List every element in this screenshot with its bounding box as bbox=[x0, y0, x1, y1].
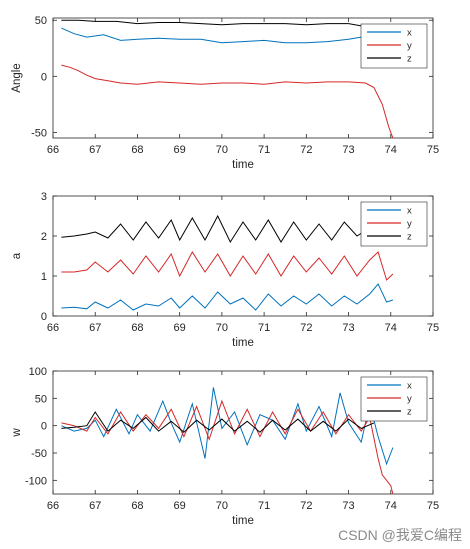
y-axis-label: a bbox=[11, 252, 23, 259]
legend-label-x: x bbox=[407, 381, 412, 392]
legend: xyz bbox=[360, 23, 428, 69]
x-tick-label: 70 bbox=[216, 500, 228, 512]
legend-label-z: z bbox=[407, 54, 412, 65]
legend-box bbox=[360, 201, 428, 247]
x-tick-label: 67 bbox=[89, 322, 101, 334]
legend-label-x: x bbox=[407, 28, 412, 39]
x-tick-label: 67 bbox=[89, 144, 101, 156]
subplot-2: 66 67 68 69 70 71 72 73 74 75 0 1 2 3 time a xyz bbox=[11, 191, 439, 349]
legend-label-y: y bbox=[407, 394, 412, 405]
y-axis-label: w bbox=[11, 428, 23, 438]
x-tick-label: 68 bbox=[131, 144, 143, 156]
x-tick-label: 73 bbox=[342, 322, 354, 334]
x-tick-label: 75 bbox=[427, 500, 439, 512]
x-tick-label: 73 bbox=[342, 144, 354, 156]
y-tick-label: 0 bbox=[41, 311, 47, 323]
x-tick-label: 66 bbox=[47, 500, 59, 512]
y-tick-label: 1 bbox=[41, 271, 47, 283]
series-line-y bbox=[61, 251, 394, 281]
y-tick-label: -50 bbox=[31, 127, 47, 139]
x-tick-label: 69 bbox=[174, 322, 186, 334]
x-tick-label: 75 bbox=[427, 322, 439, 334]
x-tick-label: 68 bbox=[131, 500, 143, 512]
legend-box bbox=[360, 376, 428, 422]
x-tick-label: 68 bbox=[131, 322, 143, 334]
series-line-z bbox=[61, 214, 375, 244]
y-axis-label: Angle bbox=[11, 63, 23, 92]
x-tick-label: 66 bbox=[47, 144, 59, 156]
x-tick-label: 71 bbox=[258, 144, 270, 156]
series-line-x bbox=[61, 387, 394, 466]
y-tick-label: 100 bbox=[29, 366, 47, 378]
legend-label-y: y bbox=[407, 41, 412, 52]
y-tick-label: -100 bbox=[25, 475, 47, 487]
x-tick-label: 71 bbox=[258, 322, 270, 334]
x-tick-label: 75 bbox=[427, 144, 439, 156]
x-tick-label: 69 bbox=[174, 500, 186, 512]
y-tick-label: 0 bbox=[41, 421, 47, 433]
series-line-z bbox=[61, 19, 374, 27]
x-tick-label: 67 bbox=[89, 500, 101, 512]
legend-label-z: z bbox=[407, 232, 412, 243]
series-line-x bbox=[61, 283, 394, 311]
x-axis-label: time bbox=[232, 515, 254, 527]
series-line-z bbox=[61, 411, 375, 433]
subplot-3: 66 67 68 69 70 71 72 73 74 75 -100 -50 0 50 100 time w xy… bbox=[11, 366, 439, 527]
x-tick-label: 74 bbox=[385, 322, 397, 334]
x-tick-label: 72 bbox=[300, 322, 312, 334]
x-tick-label: 72 bbox=[300, 144, 312, 156]
y-tick-label: -50 bbox=[31, 448, 47, 460]
legend: xyz bbox=[360, 376, 428, 422]
x-axis-label: time bbox=[232, 159, 254, 171]
watermark: CSDN @我爱C编程 bbox=[338, 527, 462, 543]
x-axis-label: time bbox=[232, 337, 254, 349]
x-tick-label: 70 bbox=[216, 144, 228, 156]
y-tick-label: 50 bbox=[35, 393, 47, 405]
x-tick-label: 74 bbox=[385, 500, 397, 512]
y-tick-label: 0 bbox=[41, 71, 47, 83]
legend-label-x: x bbox=[407, 206, 412, 217]
y-tick-label: 50 bbox=[35, 15, 47, 27]
series-line-y bbox=[61, 64, 394, 138]
legend: xyz bbox=[360, 201, 428, 247]
x-tick-label: 72 bbox=[300, 500, 312, 512]
legend-label-y: y bbox=[407, 219, 412, 230]
y-tick-label: 2 bbox=[41, 231, 47, 243]
x-tick-label: 66 bbox=[47, 322, 59, 334]
subplot-1: 66 67 68 69 70 71 72 73 74 75 -50 0 50 time Angle xyz bbox=[11, 15, 439, 171]
x-tick-label: 73 bbox=[342, 500, 354, 512]
x-tick-label: 71 bbox=[258, 500, 270, 512]
series-line-x bbox=[61, 27, 374, 44]
y-tick-label: 3 bbox=[41, 191, 47, 203]
x-tick-label: 74 bbox=[385, 144, 397, 156]
x-tick-label: 70 bbox=[216, 322, 228, 334]
x-tick-label: 69 bbox=[174, 144, 186, 156]
legend-label-z: z bbox=[407, 407, 412, 418]
legend-box bbox=[360, 23, 428, 69]
